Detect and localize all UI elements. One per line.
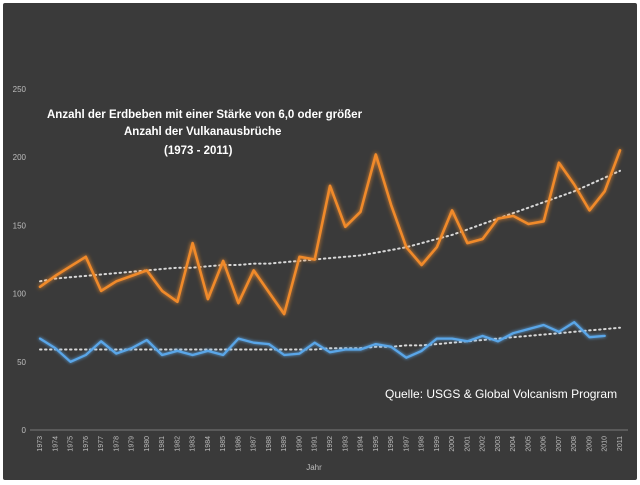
x-tick-label: 2008 — [571, 436, 578, 452]
y-tick-label: 250 — [13, 85, 27, 94]
chart-background — [3, 3, 637, 480]
trendlines — [39, 169, 621, 351]
x-tick-label: 1986 — [235, 436, 242, 452]
x-tick-label: 2003 — [495, 436, 502, 452]
chart-title-line-3: (1973 - 2011) — [164, 145, 233, 157]
trendline-1 — [39, 169, 621, 283]
x-axis-label: Jahr — [306, 463, 322, 472]
series-lines — [38, 149, 622, 363]
x-tick-label: 1979 — [129, 436, 136, 452]
x-tick-label: 2005 — [525, 436, 532, 452]
chart-title-line-1: Anzahl der Erdbeben mit einer Stärke von… — [47, 109, 363, 121]
x-tick-label: 1989 — [281, 436, 288, 452]
x-tick-label: 1977 — [98, 436, 105, 452]
x-tick-label: 2001 — [464, 436, 471, 452]
x-tick-label: 2010 — [602, 436, 609, 452]
x-tick-label: 1973 — [37, 436, 44, 452]
x-tick-label: 1982 — [174, 436, 181, 452]
x-tick-label: 1994 — [358, 436, 365, 452]
series-line-2 — [38, 321, 606, 363]
chart-title-line-2: Anzahl der Vulkanausbrüche — [124, 126, 281, 138]
x-tick-label: 1988 — [266, 436, 273, 452]
x-tick-label: 1997 — [403, 436, 410, 452]
x-tick-label: 2011 — [617, 436, 624, 451]
y-tick-label: 100 — [13, 290, 27, 299]
x-tick-label: 1995 — [373, 436, 380, 452]
y-axis-ticks: 0 50 100 150 200 250 — [13, 85, 27, 435]
y-tick-label: 150 — [13, 221, 27, 230]
x-tick-label: 2000 — [449, 436, 456, 452]
source-note: Quelle: USGS & Global Volcanism Program — [385, 387, 617, 401]
x-tick-label: 1987 — [251, 436, 258, 452]
x-tick-label: 1981 — [159, 436, 166, 452]
x-tick-label: 1976 — [83, 436, 90, 452]
x-tick-label: 1980 — [144, 436, 151, 452]
x-tick-label: 1974 — [52, 436, 59, 452]
x-tick-label: 1993 — [342, 436, 349, 452]
y-tick-label: 50 — [17, 358, 26, 367]
x-tick-label: 1998 — [419, 436, 426, 452]
x-tick-label: 2004 — [510, 436, 517, 452]
x-tick-label: 2006 — [541, 436, 548, 452]
x-tick-label: 1975 — [68, 436, 75, 452]
x-axis-ticks: 1973 1974 1975 1976 1977 1978 1979 1980 1981 1982… — [37, 436, 624, 452]
x-tick-label: 1992 — [327, 436, 334, 452]
series-line-1 — [38, 149, 622, 316]
x-tick-label: 1978 — [113, 436, 120, 452]
trendline-2 — [39, 326, 621, 351]
x-tick-label: 1985 — [220, 436, 227, 452]
x-tick-label: 2009 — [586, 436, 593, 452]
x-tick-label: 1991 — [312, 436, 319, 452]
y-tick-label: 200 — [13, 153, 27, 162]
x-tick-label: 1996 — [388, 436, 395, 452]
x-tick-label: 2002 — [480, 436, 487, 452]
x-tick-label: 1983 — [190, 436, 197, 452]
x-tick-label: 2007 — [556, 436, 563, 452]
x-tick-label: 1984 — [205, 436, 212, 452]
y-tick-label: 0 — [22, 426, 27, 435]
x-tick-label: 1999 — [434, 436, 441, 452]
x-tick-label: 1990 — [296, 436, 303, 452]
